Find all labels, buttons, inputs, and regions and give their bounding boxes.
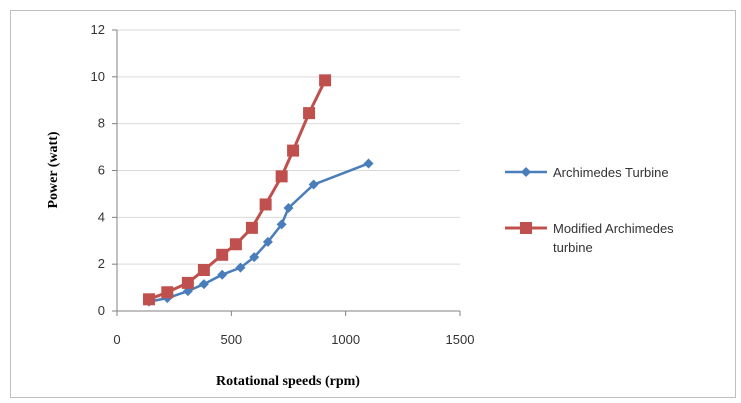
y-tick-label: 2 <box>98 256 105 271</box>
legend: Archimedes Turbine Modified Archimedes tur… <box>505 165 674 255</box>
data-point <box>363 158 374 169</box>
x-tick-labels: 0 500 1000 1500 <box>113 311 474 347</box>
x-tick-label: 0 <box>113 332 120 347</box>
legend-label: Archimedes Turbine <box>553 165 669 180</box>
data-point <box>287 144 300 157</box>
data-point <box>249 252 260 263</box>
x-tick-label: 500 <box>220 332 242 347</box>
y-tick-label: 8 <box>98 116 105 131</box>
data-point <box>229 238 242 251</box>
gridlines <box>117 29 460 265</box>
data-point <box>275 170 288 183</box>
legend-label: Modified Archimedes turbine <box>553 221 674 255</box>
data-point <box>217 269 228 280</box>
data-point <box>198 279 209 290</box>
data-point <box>276 219 287 230</box>
data-point <box>262 236 273 247</box>
data-point <box>283 202 294 213</box>
diamond-marker-icon <box>521 167 531 177</box>
data-point <box>303 107 316 120</box>
legend-item: Archimedes Turbine <box>505 165 669 180</box>
y-tick-label: 10 <box>91 69 105 84</box>
data-point <box>181 276 194 289</box>
x-axis-title: Rotational speeds (rpm) <box>216 374 360 389</box>
x-tick-label: 1000 <box>331 332 360 347</box>
data-point <box>143 293 156 306</box>
data-point <box>161 286 174 299</box>
x-tick-label: 1500 <box>446 332 475 347</box>
y-tick-label: 0 <box>98 303 105 318</box>
data-series <box>143 74 374 307</box>
data-point <box>197 264 210 277</box>
y-tick-label: 12 <box>91 22 105 37</box>
data-point <box>319 74 332 87</box>
data-point <box>259 198 272 211</box>
y-tick-label: 4 <box>98 209 105 224</box>
chart-frame <box>10 10 736 398</box>
series-archimedes <box>144 158 374 307</box>
series-modified-archimedes <box>143 74 332 306</box>
y-tick-labels: 0 2 4 6 8 10 12 <box>91 22 117 318</box>
square-marker-icon <box>520 222 532 234</box>
y-tick-label: 6 <box>98 163 105 178</box>
data-point <box>216 248 229 261</box>
data-point <box>235 262 246 273</box>
data-point <box>245 221 258 234</box>
y-axis-title: Power (watt) <box>46 131 61 208</box>
data-point <box>308 179 319 190</box>
legend-item: Modified Archimedes turbine <box>505 221 674 255</box>
